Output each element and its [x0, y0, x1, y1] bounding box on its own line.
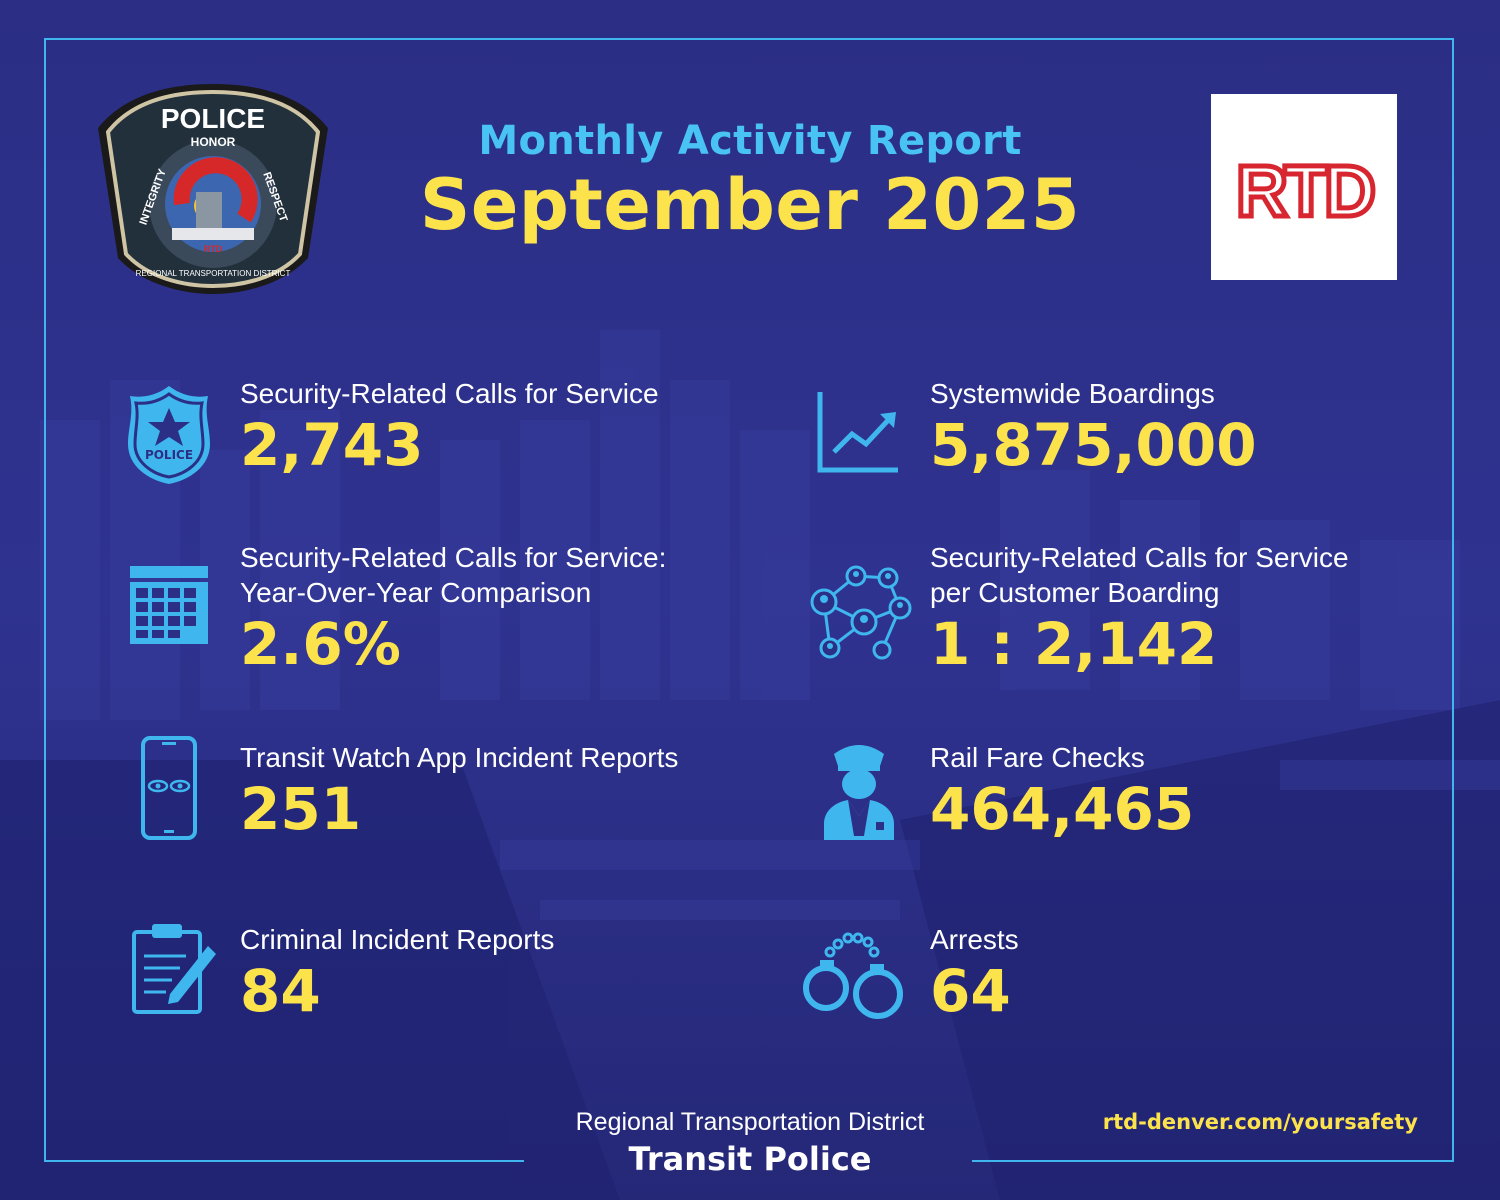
stat-criminal-incidents: Criminal Incident Reports 84	[240, 922, 554, 1025]
smartphone-eye-icon	[141, 736, 197, 840]
stat-label: Criminal Incident Reports	[240, 924, 555, 955]
stat-label: Transit Watch App Incident Reports	[240, 742, 679, 773]
stat-value: 2.6%	[240, 610, 401, 678]
frame-bottom-left	[44, 1160, 524, 1162]
frame-left	[44, 38, 46, 1162]
report-month-title: September 2025	[419, 164, 1081, 246]
stat-security-calls: Security-Related Calls for Service 2,743	[240, 376, 659, 479]
shield-label: POLICE	[145, 448, 193, 462]
stat-value: 84	[240, 957, 321, 1025]
rtd-logo-mark: RTD	[1234, 150, 1380, 235]
stat-value: 251	[240, 775, 362, 843]
report-subtitle: Monthly Activity Report	[478, 118, 1022, 164]
stat-calls-per-boarding: Security-Related Calls for Service per C…	[930, 540, 1349, 678]
stat-arrests: Arrests 64	[930, 922, 1019, 1025]
badge-text-honor: HONOR	[191, 135, 236, 149]
stat-transit-watch-reports: Transit Watch App Incident Reports 251	[240, 740, 678, 843]
calendar-icon	[130, 566, 208, 644]
stat-value: 1 : 2,142	[930, 610, 1218, 678]
stat-label: Rail Fare Checks	[930, 742, 1145, 773]
police-officer-icon	[824, 745, 894, 840]
police-badge-logo: POLICE HONOR INTEGRITY RESPECT RTD REGIO…	[98, 84, 328, 294]
stat-rail-fare-checks: Rail Fare Checks 464,465	[930, 740, 1194, 843]
network-people-icon	[810, 565, 912, 660]
footer-unit-title: Transit Police	[628, 1140, 872, 1178]
stat-value: 2,743	[240, 411, 424, 479]
stat-value: 64	[930, 957, 1011, 1025]
stat-label: Security-Related Calls for Service	[240, 378, 659, 409]
frame-top	[44, 38, 1454, 40]
rtd-logo-text: RTD	[1236, 152, 1373, 232]
stat-systemwide-boardings: Systemwide Boardings 5,875,000	[930, 376, 1257, 479]
stat-label-line2: Year-Over-Year Comparison	[240, 577, 592, 608]
rtd-logo: RTD	[1211, 94, 1397, 280]
stat-label: Arrests	[930, 924, 1019, 955]
footer-website-link[interactable]: rtd-denver.com/yoursafety	[1102, 1110, 1418, 1134]
clipboard-pencil-icon	[132, 924, 216, 1014]
stat-value: 5,875,000	[930, 411, 1257, 479]
frame-bottom-right	[972, 1160, 1454, 1162]
stat-label: Security-Related Calls for Service:	[240, 542, 667, 573]
police-shield-icon: POLICE	[128, 386, 210, 484]
badge-text-district: REGIONAL TRANSPORTATION DISTRICT	[136, 269, 291, 278]
stat-label: Systemwide Boardings	[930, 378, 1215, 409]
handcuffs-icon	[803, 932, 903, 1019]
stat-yoy-comparison: Security-Related Calls for Service: Year…	[240, 540, 666, 678]
stat-value: 464,465	[930, 775, 1195, 843]
badge-text-rtd: RTD	[204, 244, 223, 254]
frame-right	[1452, 38, 1454, 1162]
line-chart-icon	[817, 392, 898, 473]
stat-label: Security-Related Calls for Service	[930, 542, 1349, 573]
badge-text-police: POLICE	[161, 103, 265, 134]
stat-label-line2: per Customer Boarding	[930, 577, 1220, 608]
footer-organization: Regional Transportation District	[575, 1108, 925, 1136]
